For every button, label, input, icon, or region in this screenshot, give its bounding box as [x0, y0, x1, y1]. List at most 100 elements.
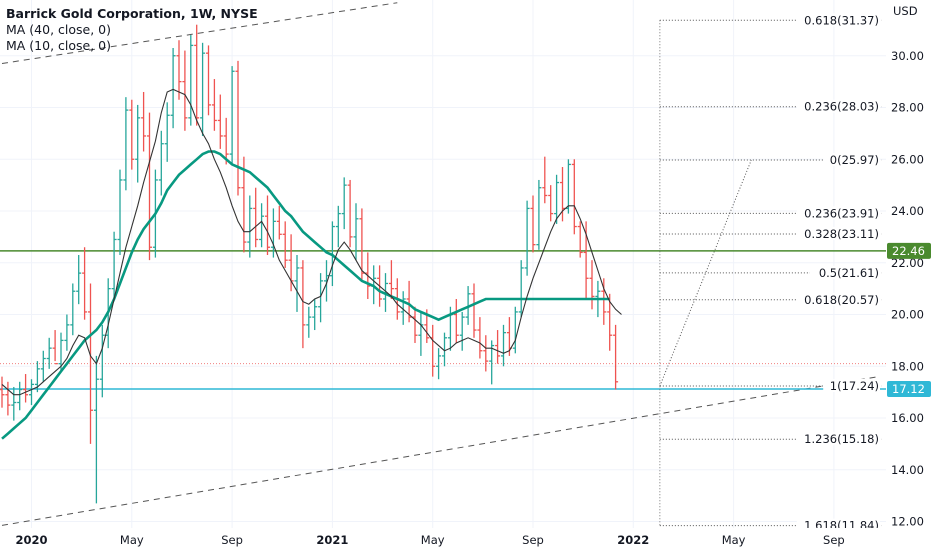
- time-tick-label: Sep: [221, 533, 243, 547]
- ohlc-bar: [276, 205, 282, 240]
- ohlc-bar: [341, 177, 347, 230]
- fib-level-label: 0.618(31.37): [804, 13, 879, 27]
- ohlc-bar: [601, 278, 607, 325]
- ohlc-bar: [0, 376, 5, 408]
- ohlc-bar: [542, 156, 548, 204]
- ohlc-bar: [46, 337, 52, 369]
- currency-label: USD: [893, 4, 918, 18]
- price-tick-label: 18.00: [891, 359, 924, 373]
- ohlc-bar: [200, 42, 206, 136]
- fib-level-label: 1(17.24): [830, 379, 879, 393]
- fib-level-label: 1.236(15.18): [804, 432, 879, 446]
- ohlc-bar: [170, 47, 176, 129]
- ohlc-bar: [359, 208, 365, 281]
- fibonacci-levels: 0.618(31.37) 0.236(28.03) 0(25.97) 0.236(23…: [659, 13, 882, 533]
- price-tick-label: 14.00: [891, 463, 924, 477]
- price-axis-bg: [886, 0, 932, 550]
- price-tick-label: 26.00: [891, 152, 924, 166]
- ohlc-bar: [206, 45, 211, 116]
- price-tick-label: 30.00: [891, 49, 924, 63]
- fib-level-label: 0(25.97): [830, 153, 879, 167]
- ohlc-bar: [536, 179, 542, 250]
- price-badge: [887, 242, 931, 259]
- fib-label-bg: [823, 153, 880, 167]
- ohlc-bar: [548, 185, 554, 222]
- ohlc-bar: [554, 174, 560, 224]
- price-tick-label: 24.00: [891, 204, 924, 218]
- ohlc-bar: [141, 91, 147, 152]
- ohlc-bar: [17, 381, 23, 411]
- price-axis[interactable]: USD 12.00 14.00 16.00 18.00 20.00 22.00 24.00 26…: [886, 0, 932, 550]
- legend-ma10: MA (10, close, 0): [6, 38, 112, 53]
- price-badge-label: 17.12: [892, 382, 925, 396]
- time-tick-label: May: [421, 533, 445, 547]
- ohlc-bar: [265, 195, 270, 256]
- price-tick-label: 22.00: [891, 256, 924, 270]
- ohlc-bar: [418, 311, 424, 356]
- ohlc-bar: [453, 298, 459, 343]
- ohlc-bar: [70, 283, 76, 336]
- ohlc-bar: [259, 203, 265, 248]
- ohlc-bar: [459, 311, 465, 351]
- ohlc-bar: [300, 260, 306, 349]
- ohlc-bar: [164, 102, 170, 162]
- fib-label-bg: [823, 378, 880, 392]
- ohlc-bar: [111, 231, 117, 299]
- moving-averages: [1, 88, 622, 440]
- ohlc-bar: [194, 24, 200, 126]
- time-axis-bg: [0, 528, 932, 550]
- upper-trendline: [1, 2, 398, 65]
- ohlc-bar: [147, 112, 152, 261]
- ohlc-bar: [182, 50, 188, 131]
- ohlc-bar: [471, 283, 477, 338]
- chart-legend: Barrick Gold Corporation, 1W, NYSE MA (4…: [6, 6, 258, 54]
- fib-label-bg: [796, 99, 880, 113]
- trend-channel-lines: [1, 2, 879, 526]
- ohlc-bar: [335, 205, 341, 248]
- ohlc-bar: [607, 293, 613, 351]
- ohlc-bar: [430, 324, 436, 377]
- time-tick-label: 2021: [316, 533, 348, 547]
- time-tick-label: Sep: [823, 533, 845, 547]
- fib-level-label: 0.328(23.11): [804, 227, 879, 241]
- ohlc-bar: [270, 208, 276, 258]
- ohlc-bar: [501, 324, 506, 367]
- time-tick-label: Sep: [522, 533, 544, 547]
- ohlc-bar: [247, 195, 253, 258]
- time-tick-label: May: [722, 533, 746, 547]
- ohlc-bar: [412, 306, 418, 343]
- ohlc-bar: [388, 260, 394, 299]
- ohlc-bar: [436, 348, 442, 380]
- grid: [0, 0, 886, 528]
- price-tick-label: 20.00: [891, 308, 924, 322]
- time-axis[interactable]: 2020 May Sep 2021 May Sep 2022 May Sep: [0, 528, 932, 550]
- horizontal-lines: [0, 250, 886, 390]
- ohlc-bar: [318, 273, 324, 323]
- ohlc-bar: [40, 350, 46, 382]
- lower-trendline: [1, 376, 879, 526]
- ohlc-bar: [158, 130, 164, 196]
- fib-level-label: 0.236(23.91): [804, 206, 879, 220]
- time-tick-label: May: [120, 533, 144, 547]
- ohlc-bar: [512, 306, 518, 354]
- time-tick-label: 2022: [617, 533, 649, 547]
- fib-label-bg: [810, 265, 880, 279]
- fib-label-bg: [796, 13, 880, 27]
- ohlc-bar: [524, 200, 530, 276]
- ohlc-bar: [312, 298, 318, 331]
- price-tick-label: 16.00: [891, 411, 924, 425]
- ohlc-bar: [82, 247, 88, 320]
- ohlc-bar: [176, 40, 182, 100]
- ohlc-bar: [294, 255, 300, 312]
- ohlc-bar: [400, 291, 406, 325]
- ohlc-bar: [123, 97, 129, 191]
- ohlc-bar: [76, 255, 82, 305]
- ohlc-bar: [253, 187, 259, 248]
- ohlc-bar: [229, 66, 235, 165]
- ohlc-bar: [571, 159, 577, 235]
- ohlc-bar: [11, 386, 17, 421]
- ohlc-bar: [88, 283, 93, 444]
- fib-label-bg: [796, 206, 880, 220]
- ohlc-bar: [235, 60, 241, 196]
